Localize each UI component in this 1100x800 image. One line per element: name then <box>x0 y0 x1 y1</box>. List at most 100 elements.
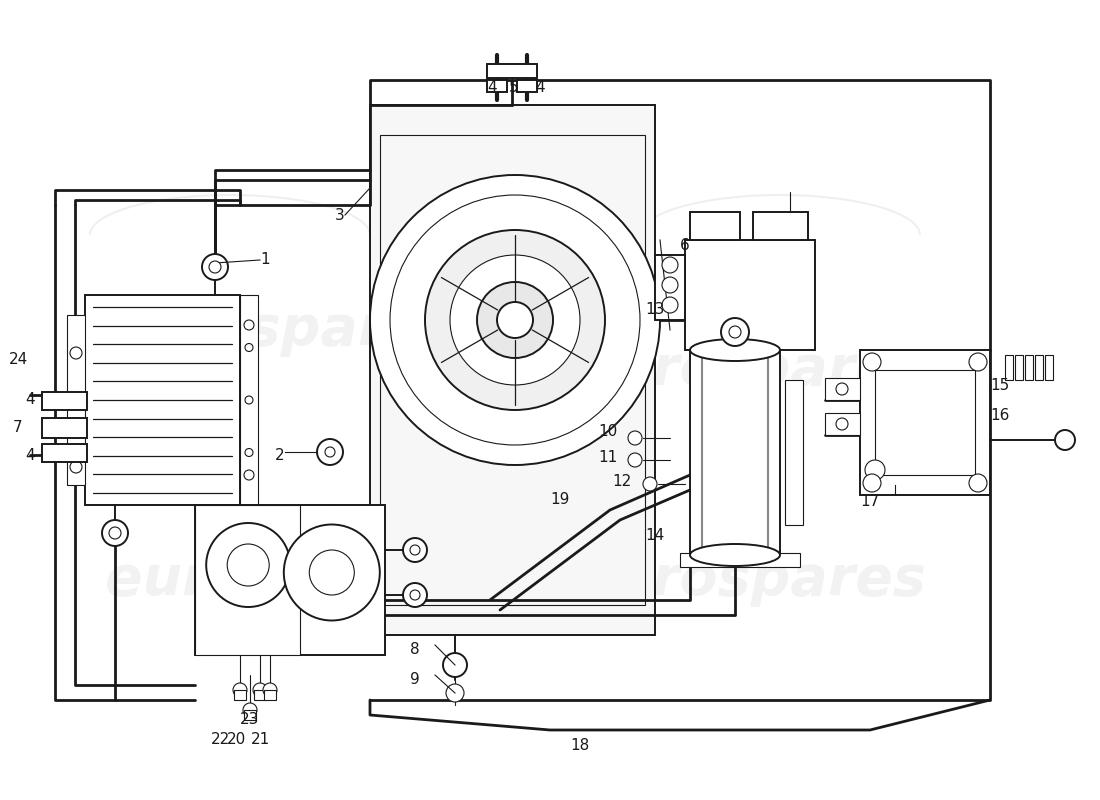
Circle shape <box>253 683 267 697</box>
Text: eurospares: eurospares <box>104 553 455 607</box>
Circle shape <box>864 353 881 371</box>
Text: 7: 7 <box>13 421 23 435</box>
Bar <box>67 315 85 485</box>
Circle shape <box>477 282 553 358</box>
Circle shape <box>70 347 82 359</box>
Text: 4: 4 <box>25 447 35 462</box>
Text: 24: 24 <box>9 353 28 367</box>
Circle shape <box>244 470 254 480</box>
Bar <box>517 80 537 92</box>
Text: 15: 15 <box>990 378 1010 393</box>
Bar <box>195 505 299 655</box>
Circle shape <box>206 523 290 607</box>
Text: 5: 5 <box>509 81 519 95</box>
Bar <box>487 80 507 92</box>
Text: 12: 12 <box>613 474 631 490</box>
Circle shape <box>245 343 253 351</box>
Circle shape <box>410 545 420 555</box>
Text: 11: 11 <box>598 450 617 465</box>
Bar <box>42 418 87 438</box>
Circle shape <box>403 538 427 562</box>
Circle shape <box>836 418 848 430</box>
Bar <box>85 295 240 505</box>
Bar <box>254 690 266 700</box>
Circle shape <box>865 460 886 480</box>
Bar <box>874 370 975 475</box>
Text: 10: 10 <box>598 425 617 439</box>
Bar <box>234 690 246 700</box>
Circle shape <box>209 261 221 273</box>
Circle shape <box>102 520 128 546</box>
Text: 14: 14 <box>646 527 666 542</box>
Text: 8: 8 <box>410 642 420 658</box>
Text: 17: 17 <box>860 494 880 510</box>
Circle shape <box>497 302 534 338</box>
Circle shape <box>662 257 678 273</box>
Bar <box>487 64 537 78</box>
Text: 4: 4 <box>536 81 544 95</box>
Text: 3: 3 <box>336 207 345 222</box>
Text: 19: 19 <box>550 493 570 507</box>
Text: eurospares: eurospares <box>574 553 925 607</box>
Circle shape <box>836 383 848 395</box>
Circle shape <box>1055 430 1075 450</box>
Bar <box>240 295 258 505</box>
Circle shape <box>109 527 121 539</box>
Text: 4: 4 <box>25 393 35 407</box>
Bar <box>785 380 803 525</box>
Circle shape <box>446 684 464 702</box>
Bar <box>1045 355 1053 380</box>
Circle shape <box>410 590 420 600</box>
Bar <box>685 240 815 350</box>
Bar <box>654 255 685 320</box>
Bar <box>1035 355 1043 380</box>
Circle shape <box>202 254 228 280</box>
Circle shape <box>969 353 987 371</box>
Bar <box>690 350 780 555</box>
Bar <box>195 505 385 655</box>
Text: 22: 22 <box>210 733 230 747</box>
Bar <box>42 444 87 462</box>
Circle shape <box>263 683 277 697</box>
Bar <box>264 690 276 700</box>
Bar <box>1015 355 1023 380</box>
Bar <box>690 212 740 240</box>
Bar <box>370 105 654 635</box>
Circle shape <box>644 477 657 491</box>
Bar <box>244 710 256 720</box>
Circle shape <box>324 447 336 457</box>
Circle shape <box>228 544 270 586</box>
Bar <box>825 378 860 400</box>
Circle shape <box>628 453 642 467</box>
Bar <box>1025 355 1033 380</box>
Text: eurospares: eurospares <box>104 303 455 357</box>
Circle shape <box>729 326 741 338</box>
Text: 16: 16 <box>990 407 1010 422</box>
Circle shape <box>403 583 427 607</box>
Ellipse shape <box>690 544 780 566</box>
Circle shape <box>450 255 580 385</box>
Text: eurospares: eurospares <box>574 343 925 397</box>
Text: 20: 20 <box>228 733 246 747</box>
Circle shape <box>662 297 678 313</box>
Text: 9: 9 <box>410 673 420 687</box>
Bar <box>754 212 808 240</box>
Circle shape <box>720 318 749 346</box>
Bar <box>825 413 860 435</box>
Circle shape <box>245 449 253 457</box>
Text: 2: 2 <box>275 447 285 462</box>
Circle shape <box>233 683 248 697</box>
Circle shape <box>284 525 380 621</box>
Circle shape <box>309 550 354 595</box>
Circle shape <box>443 653 468 677</box>
Ellipse shape <box>690 339 780 361</box>
Bar <box>42 392 87 410</box>
Text: 21: 21 <box>251 733 270 747</box>
Circle shape <box>317 439 343 465</box>
Text: 4: 4 <box>487 81 497 95</box>
Circle shape <box>425 230 605 410</box>
Circle shape <box>662 277 678 293</box>
Circle shape <box>390 195 640 445</box>
Circle shape <box>245 396 253 404</box>
Circle shape <box>370 175 660 465</box>
